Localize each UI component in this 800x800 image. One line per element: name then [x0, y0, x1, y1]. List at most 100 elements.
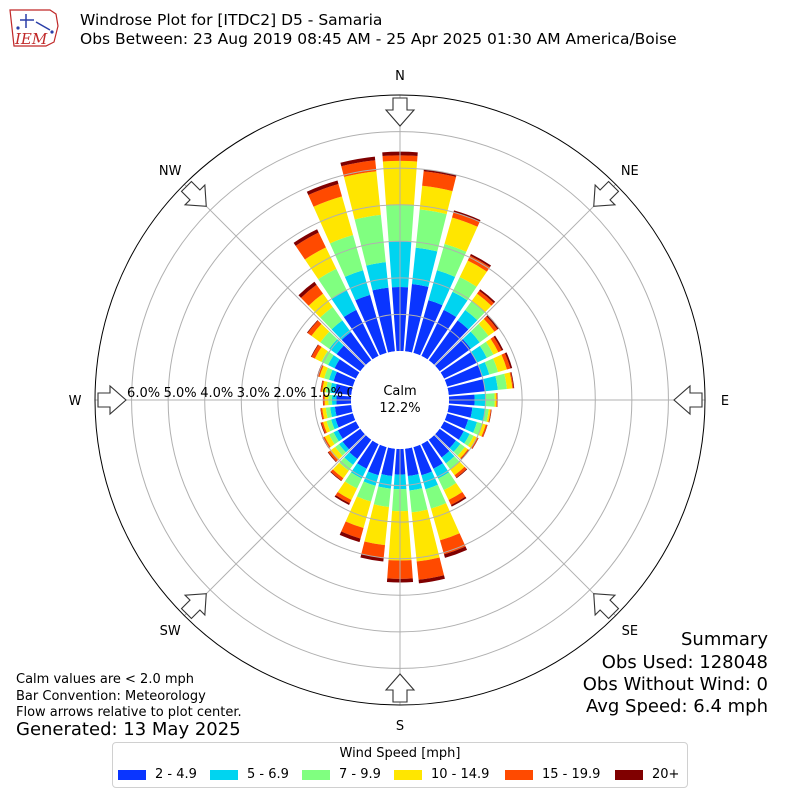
bar-segment [317, 365, 324, 378]
bar-segment [351, 463, 367, 479]
bar-segment [320, 380, 325, 392]
bar-segment [320, 331, 338, 349]
bar-segment [486, 409, 491, 423]
legend-label: 15 - 19.9 [542, 767, 601, 782]
bar-segment [328, 432, 339, 445]
bar-segment [490, 336, 502, 353]
bar-segment [342, 428, 365, 450]
bar-segment [335, 444, 346, 456]
flow-arrow [180, 593, 207, 620]
bar-segment [457, 446, 468, 459]
legend-item-bin-3: 7 - 9.9 [302, 767, 381, 783]
bar-segment [433, 463, 449, 479]
bar-segment [488, 409, 492, 423]
bar-segment [423, 169, 457, 177]
bar-segment [483, 316, 498, 332]
bar-segment [464, 419, 478, 433]
bar-segment [482, 408, 489, 422]
bar-segment [325, 381, 332, 393]
bar-segment [471, 293, 492, 313]
bar-segment [308, 184, 342, 207]
bar-segment [325, 407, 332, 419]
bar-segment [445, 456, 460, 470]
bar-segment [341, 521, 364, 539]
calm-circle [351, 351, 449, 449]
legend-swatch [210, 769, 238, 780]
direction-label: NE [621, 164, 639, 179]
bar-segment [339, 457, 354, 471]
bar-segment [381, 447, 395, 477]
flow-note: Flow arrows relative to plot center. [16, 705, 242, 720]
flow-arrow [97, 384, 127, 416]
summary-avg-speed: Avg Speed: 6.4 mph [586, 696, 768, 717]
bar-segment [444, 413, 469, 429]
bar-segment [306, 320, 319, 334]
bar-segment [323, 436, 331, 448]
flow-arrow-shape [673, 384, 703, 416]
direction-label: SW [160, 624, 181, 639]
bar-segment [504, 372, 513, 389]
bar-segment [413, 444, 432, 476]
bar-segment [327, 451, 337, 463]
bar-segment [450, 461, 465, 476]
bar-segment [333, 371, 356, 387]
bar-segment [322, 420, 331, 433]
bar-segment [343, 171, 381, 220]
bar-segment [415, 209, 447, 252]
bar-segment [439, 533, 466, 555]
flow-arrow-shape [593, 180, 620, 207]
summary-obs-without-wind: Obs Without Wind: 0 [582, 674, 768, 695]
flow-arrow-shape [384, 97, 416, 127]
bar-segment [330, 406, 337, 418]
bar-segment [372, 287, 395, 353]
bar-segment [328, 450, 339, 462]
bar-segment [411, 509, 440, 562]
bar-segment [360, 553, 384, 562]
bar-segment [341, 160, 377, 177]
legend-item-bin-1: 2 - 4.9 [118, 767, 197, 783]
bar-segment [366, 262, 389, 291]
direction-label: NW [159, 164, 182, 179]
flow-arrow-shape [593, 593, 620, 620]
bar-segment [322, 380, 328, 393]
bar-segment [484, 358, 499, 375]
bar-segment [339, 531, 361, 543]
radial-tick-label: 2.0% [273, 386, 306, 401]
bar-segment [405, 283, 429, 353]
bar-segment [479, 289, 496, 304]
bar-segment [467, 435, 477, 448]
generated-date: Generated: 13 May 2025 [16, 719, 241, 740]
bar-segment [313, 196, 354, 244]
flow-arrow [180, 180, 207, 207]
bar-segment [341, 332, 372, 365]
legend-item-bin-4: 10 - 14.9 [394, 767, 489, 783]
bar-segment [478, 318, 495, 336]
bar-segment [510, 372, 515, 389]
bar-segment [472, 438, 479, 449]
bar-segment [444, 217, 478, 252]
bar-segment [458, 430, 470, 444]
bar-segment [478, 423, 486, 437]
bar-segment [482, 424, 488, 438]
bar-segment [320, 306, 343, 330]
bar-segment [411, 247, 438, 287]
bar-segment [440, 421, 464, 440]
flow-arrow-shape [180, 593, 207, 620]
bar-segment [486, 315, 499, 330]
bar-segment [349, 435, 372, 459]
bar-segment [322, 407, 328, 420]
bar-segment [501, 353, 511, 370]
grid-spoke [183, 183, 366, 366]
bar-segment [331, 290, 357, 318]
calm-value: 12.2% [379, 401, 420, 416]
bar-segment [298, 281, 317, 298]
bar-segment [470, 253, 492, 268]
bar-segment [368, 444, 387, 476]
bar-segment [413, 300, 443, 356]
bar-segment [340, 156, 376, 167]
bar-segment [320, 408, 323, 420]
bar-segment [428, 435, 450, 458]
legend-label: 2 - 4.9 [155, 767, 197, 782]
calm-label: Calm [383, 384, 416, 399]
flow-arrow [593, 593, 620, 620]
